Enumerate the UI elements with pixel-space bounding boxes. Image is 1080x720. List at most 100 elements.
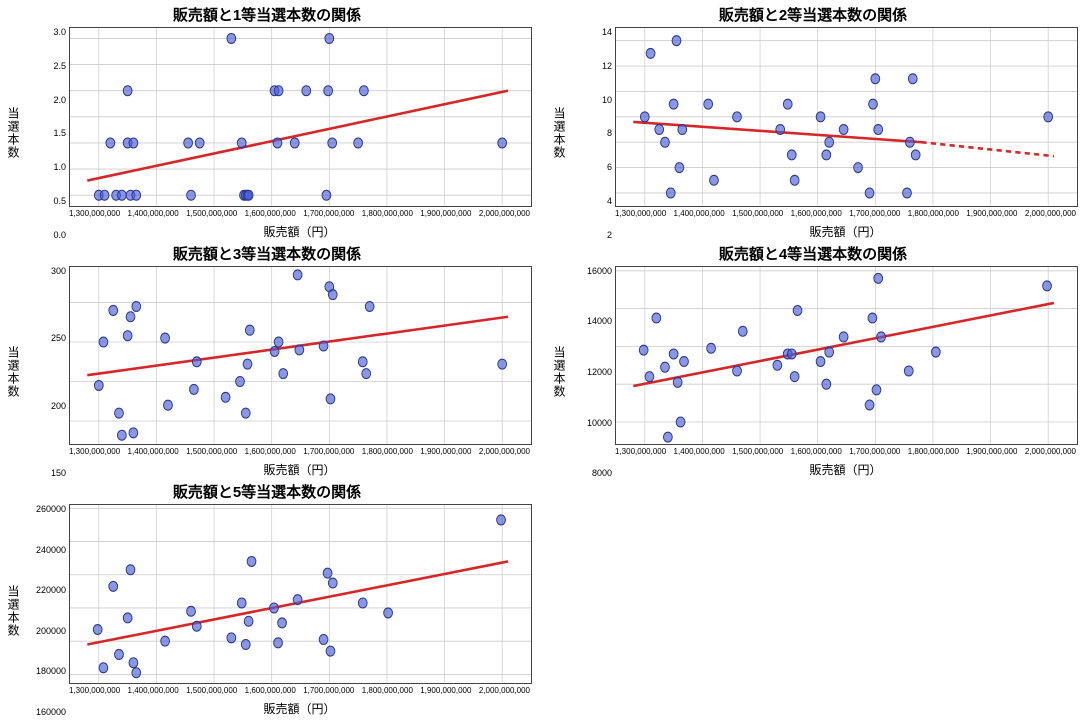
x-ticks: 1,300,000,0001,400,000,0001,500,000,0001… [615, 445, 1076, 459]
scatter-plot [615, 266, 1078, 446]
y-ticks: 0.00.51.01.52.02.53.0 [22, 27, 69, 240]
data-point [776, 125, 785, 135]
data-point [661, 362, 670, 372]
data-point [639, 345, 648, 355]
data-point [237, 138, 246, 148]
data-point [666, 188, 675, 198]
data-point [109, 582, 118, 592]
data-point [93, 625, 102, 635]
data-point [184, 138, 193, 148]
data-point [274, 86, 283, 96]
x-ticks: 1,300,000,0001,400,000,0001,500,000,0001… [69, 684, 530, 698]
data-point [874, 125, 883, 135]
data-point [673, 377, 682, 387]
x-axis-label: 販売額（円） [69, 221, 530, 240]
data-point [100, 190, 109, 200]
data-point [279, 368, 288, 378]
data-point [1044, 112, 1053, 122]
data-point [241, 408, 250, 418]
data-point [359, 86, 368, 96]
data-point [911, 150, 920, 160]
x-ticks: 1,300,000,0001,400,000,0001,500,000,0001… [69, 445, 530, 459]
data-point [362, 368, 371, 378]
scatter-plot [615, 27, 1078, 207]
data-point [669, 349, 678, 359]
data-point [319, 635, 328, 645]
y-axis-label: 当選本数 [4, 107, 22, 159]
y-ticks: 150200250300 [22, 266, 69, 479]
data-point [129, 138, 138, 148]
data-point [358, 356, 367, 366]
data-point [787, 349, 796, 359]
data-point [865, 400, 874, 410]
y-axis-label: 当選本数 [4, 346, 22, 398]
data-point [365, 301, 374, 311]
y-ticks: 800010000120001400016000 [568, 266, 615, 479]
chart-title: 販売額と2等当選本数の関係 [550, 4, 1076, 25]
data-point [326, 394, 335, 404]
data-point [733, 366, 742, 376]
y-axis-label: 当選本数 [550, 346, 568, 398]
data-point [192, 356, 201, 366]
data-point [126, 565, 135, 575]
chart-panel-4: 販売額と4等当選本数の関係当選本数80001000012000140001600… [550, 243, 1076, 478]
data-point [661, 137, 670, 147]
data-point [274, 638, 283, 648]
data-point [295, 345, 304, 355]
data-point [326, 646, 335, 656]
data-point [868, 313, 877, 323]
scatter-plot [69, 27, 532, 207]
data-point [290, 138, 299, 148]
data-point [132, 190, 141, 200]
data-point [247, 557, 256, 567]
data-point [270, 603, 279, 613]
y-ticks: 2468101214 [568, 27, 615, 240]
data-point [189, 384, 198, 394]
data-point [707, 343, 716, 353]
y-ticks: 160000180000200000220000240000260000 [22, 504, 69, 717]
data-point [227, 633, 236, 643]
data-point [244, 190, 253, 200]
data-point [790, 371, 799, 381]
data-point [710, 175, 719, 185]
data-point [328, 289, 337, 299]
data-point [243, 359, 252, 369]
data-point [905, 137, 914, 147]
data-point [678, 125, 687, 135]
data-point [195, 138, 204, 148]
data-point [738, 326, 747, 336]
data-point [99, 337, 108, 347]
data-point [787, 150, 796, 160]
data-point [871, 74, 880, 84]
data-point [164, 400, 173, 410]
data-point [903, 188, 912, 198]
data-point [325, 33, 334, 43]
data-point [322, 190, 331, 200]
data-point [384, 608, 393, 618]
data-point [115, 408, 124, 418]
data-point [793, 305, 802, 315]
data-point [822, 379, 831, 389]
data-point [816, 112, 825, 122]
chart-title: 販売額と3等当選本数の関係 [4, 243, 530, 264]
data-point [270, 346, 279, 356]
data-point [328, 138, 337, 148]
x-axis-label: 販売額（円） [615, 459, 1076, 478]
data-point [680, 356, 689, 366]
data-point [236, 376, 245, 386]
regression-extension [921, 142, 1054, 156]
data-point [132, 301, 141, 311]
data-point [358, 598, 367, 608]
data-point [115, 650, 124, 660]
data-point [99, 663, 108, 673]
data-point [293, 595, 302, 605]
data-point [274, 337, 283, 347]
data-point [244, 617, 253, 627]
chart-panel-3: 販売額と3等当選本数の関係当選本数1502002503001,300,000,0… [4, 243, 530, 478]
data-point [354, 138, 363, 148]
y-axis-label: 当選本数 [550, 107, 568, 159]
y-axis-label: 当選本数 [4, 585, 22, 637]
data-point [123, 86, 132, 96]
data-point [132, 668, 141, 678]
chart-title: 販売額と5等当選本数の関係 [4, 481, 530, 502]
